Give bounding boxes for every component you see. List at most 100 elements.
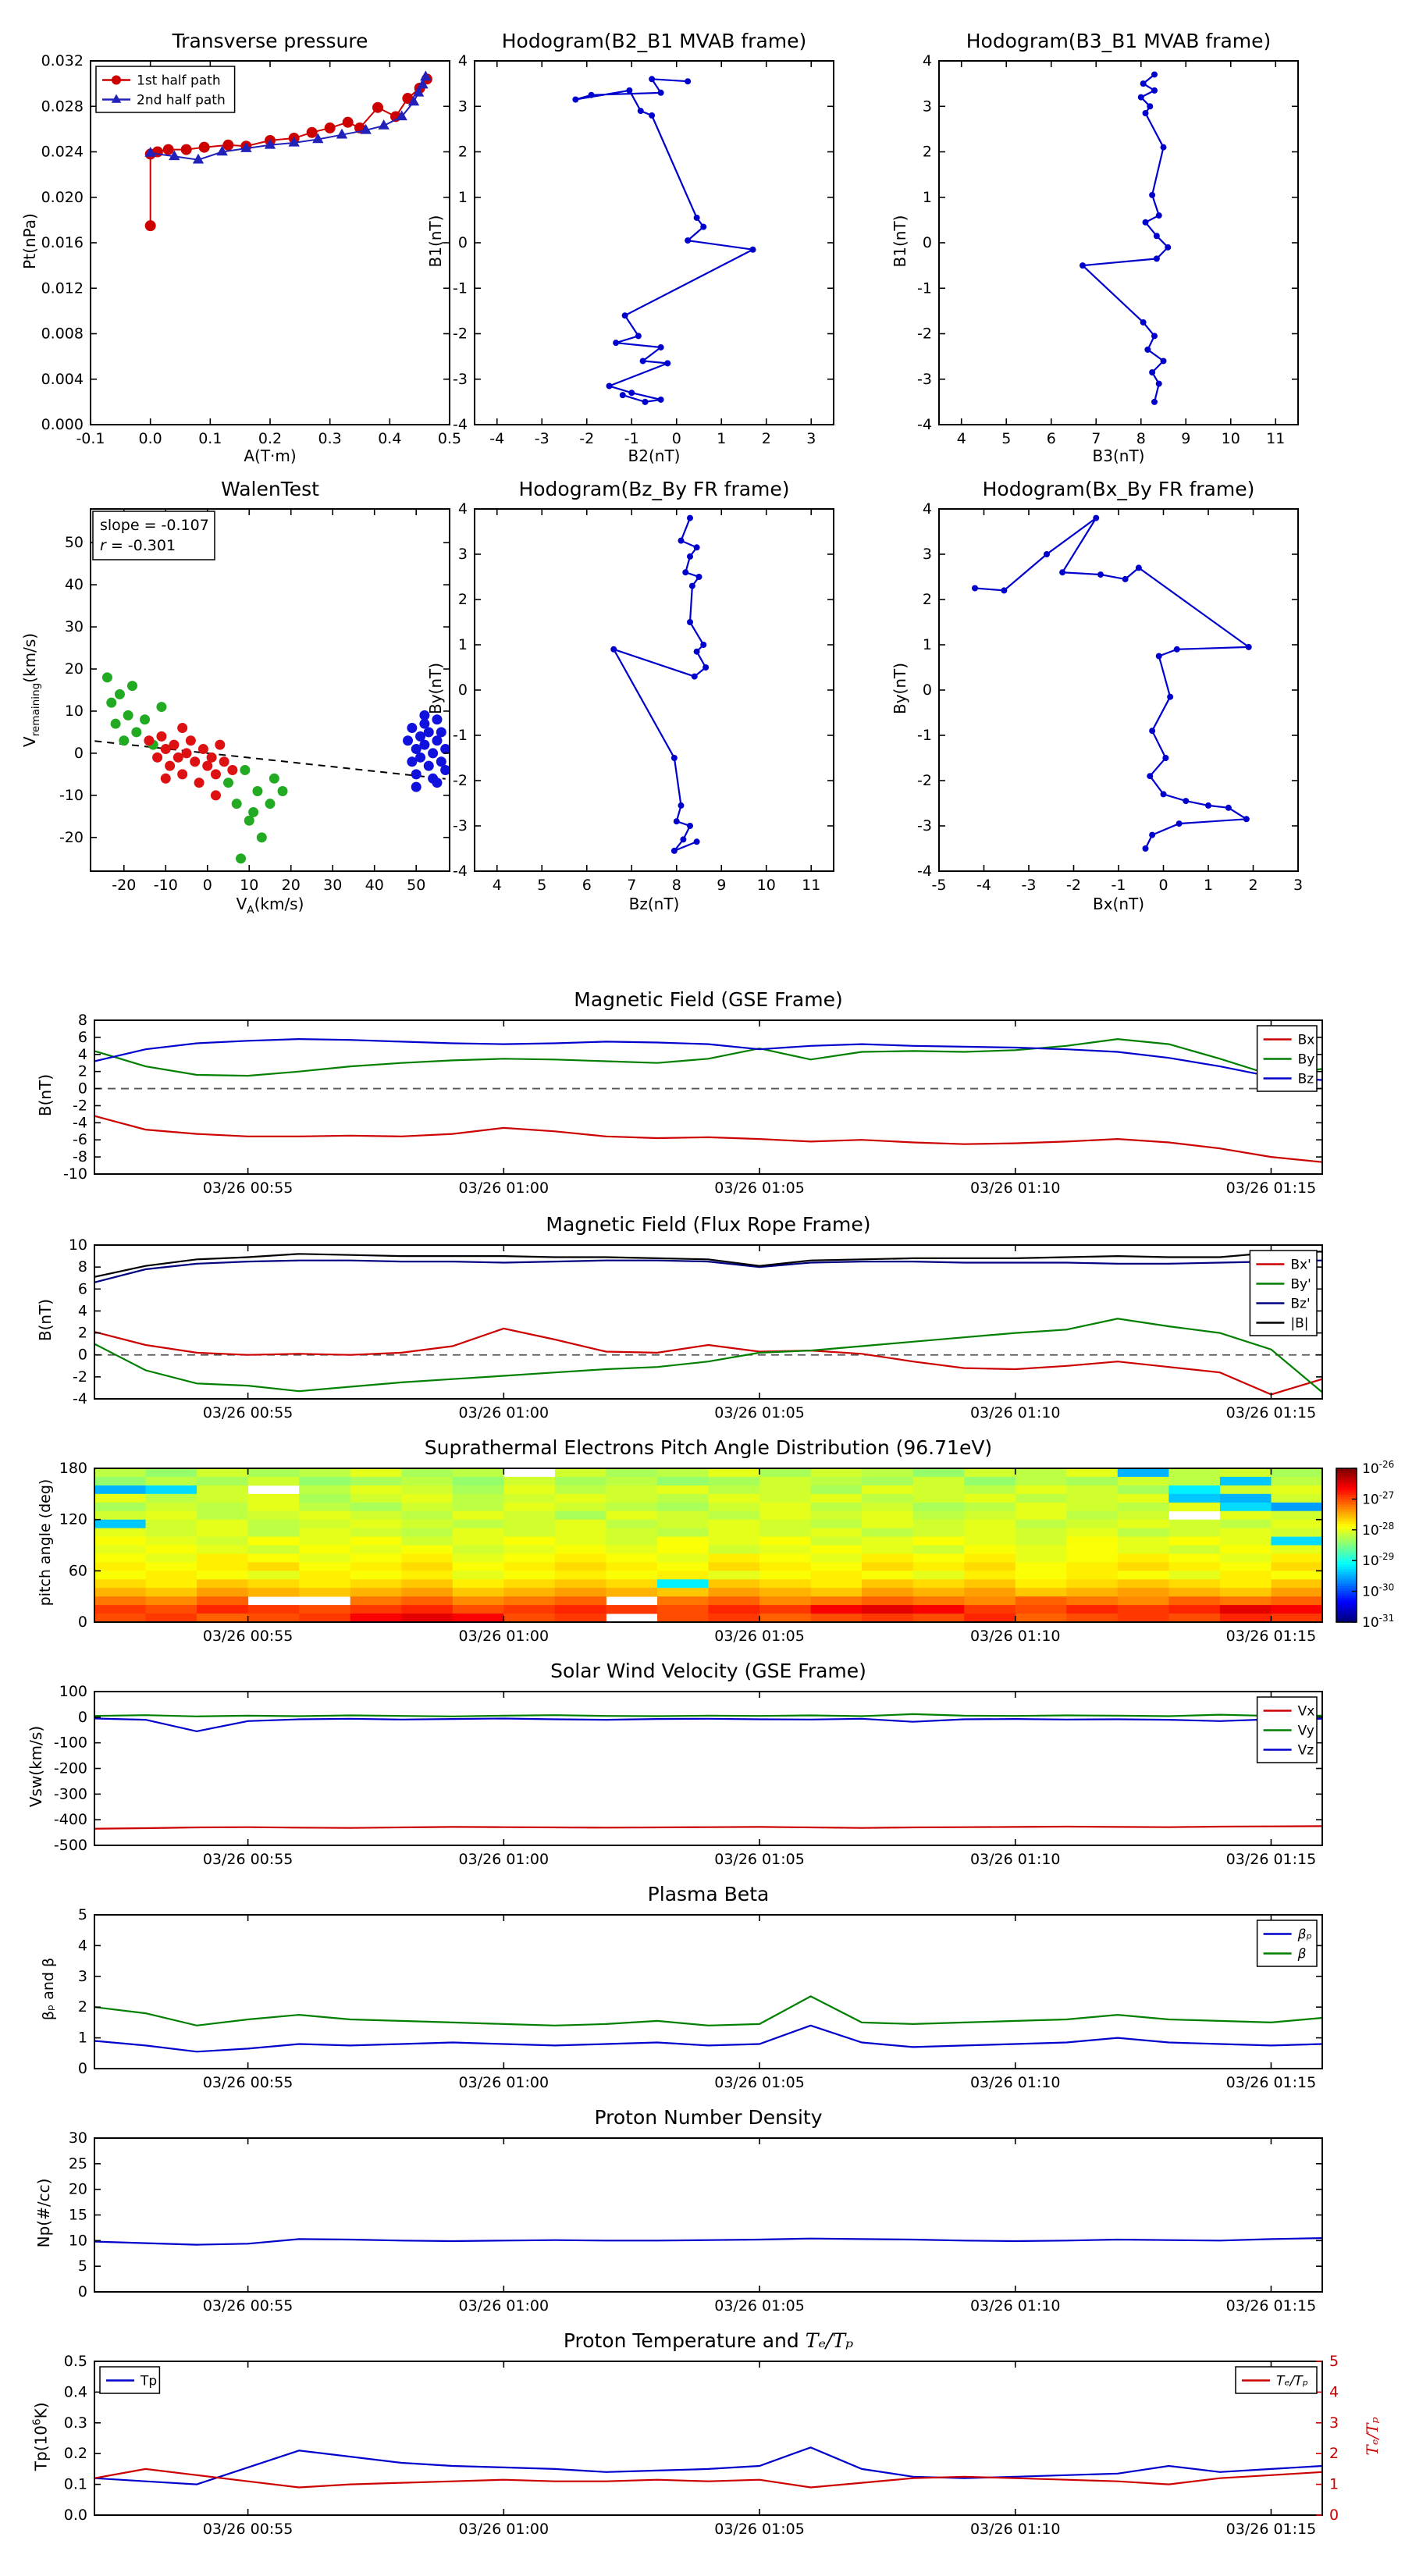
heatmap-cells [94,1468,1323,1623]
marker-dot [695,574,702,580]
marker-circle [114,688,125,699]
y-tick-label: 2 [923,144,932,161]
y-tick-label: 0 [78,2283,87,2300]
xlabel-hodogram-bzby: Bz(nT) [628,895,680,913]
y-tick-label: 60 [69,1562,87,1579]
marker-dot [1225,804,1232,811]
marker-dot [687,823,693,829]
xlabel-hodogram-bxby: Bx(nT) [1092,895,1145,913]
marker-dot [685,237,692,244]
marker-dot [688,582,695,589]
marker-triangle [240,142,252,152]
marker-circle [156,731,167,742]
ylabel-np: Np(#/cc) [34,2178,53,2248]
marker-dot [1142,109,1149,116]
marker-dot [1160,144,1167,151]
legend-vsw-0: Vx Vy Vz [1256,1696,1318,1763]
x-tick-label: 03/26 01:00 [459,1851,550,1868]
marker-circle [440,765,451,776]
marker-circle [411,744,422,755]
ylabel-transverse-pressure: Pt(nPa) [20,213,39,269]
marker-dot [635,333,642,340]
y-tick-label: -1 [917,727,932,744]
marker-dot [1173,646,1180,653]
marker-circle [169,739,180,750]
marker-circle [110,718,121,729]
marker-circle [177,769,188,780]
marker-circle [119,735,130,746]
y-tick-label: -6 [73,1131,87,1148]
y-tick-label: 180 [59,1460,87,1477]
x-tick-label: 8 [1136,430,1146,447]
marker-circle [248,806,259,817]
y-right-tick-label: 2 [1329,2445,1339,2462]
series-Vy [94,1713,1323,1717]
marker-circle [177,723,188,734]
y-tick-label: 25 [69,2155,87,2172]
chart-np: 03/26 00:55 03/26 01:00 03/26 01:05 03/26 0… [69,2129,1323,2314]
marker-dot [1142,845,1149,852]
marker-dot [639,358,646,365]
marker-dot [693,214,700,221]
title-hodogram-bzby: Hodogram(Bz_By FR frame) [518,478,790,500]
marker-dot [693,544,700,551]
marker-circle [162,144,174,155]
x-tick-label: 0.0 [139,430,162,447]
legend-label: Bz' [1290,1297,1310,1312]
title-b-gse: Magnetic Field (GSE Frame) [574,988,843,1011]
x-tick-label: 03/26 01:15 [1226,1628,1317,1645]
marker-triangle [144,146,156,157]
y-tick-label: 0.0 [64,2507,87,2524]
ylabel-tp-left: Tp(106K) [31,2343,51,2530]
chart-b_gse: 03/26 00:55 03/26 01:00 03/26 01:05 03/26 0… [63,1012,1323,1197]
marker-circle [419,739,430,750]
axes-box [94,2361,1323,2516]
marker-dot [1142,219,1149,226]
marker-circle [342,116,354,128]
marker-dot [678,537,685,544]
ylabel-hodogram-bzby: By(nT) [426,662,445,715]
marker-circle [403,735,414,746]
y-tick-label: 20 [65,660,84,678]
y-tick-label: 1 [923,636,932,653]
marker-dot [1183,798,1190,805]
marker-dot [1151,71,1158,78]
x-tick-label: 0 [672,430,681,447]
x-tick-label: 03/26 00:55 [203,2297,293,2314]
marker-circle [277,785,288,796]
x-tick-label: 10 [1222,430,1240,447]
title-beta: Plasma Beta [647,1883,770,1905]
y-tick-label: 0.4 [64,2383,87,2400]
x-tick-label: -1 [624,430,639,447]
x-tick-label: 8 [672,877,681,894]
x-tick-label: -4 [489,430,504,447]
marker-dot [1153,255,1160,262]
chart-hodogram_bzby: 4 5 6 7 8 9 10 11 -4 -3 -2 -1 0 1 2 3 4 [453,500,834,894]
y-tick-label: -300 [54,1785,87,1802]
y-tick-label: 0.028 [41,98,84,115]
y-tick-label: -100 [54,1735,87,1752]
legend-tp-0: Tp [99,2366,161,2394]
y-tick-label: 4 [923,52,932,69]
x-tick-label: 30 [323,877,342,894]
x-tick-label: 5 [1001,430,1011,447]
x-tick-label: 03/26 01:15 [1226,2074,1317,2091]
marker-circle [419,718,430,729]
x-tick-label: 0.5 [438,430,461,447]
y-tick-label: 0.3 [64,2414,87,2432]
marker-circle [140,714,151,725]
marker-circle [440,744,451,755]
chart-tp: 03/26 00:55 03/26 01:00 03/26 01:05 03/26 0… [64,2353,1339,2538]
marker-dot [1122,575,1129,582]
title-pad: Suprathermal Electrons Pitch Angle Distr… [424,1436,993,1459]
y-tick-label: -3 [917,817,932,834]
title-np: Proton Number Density [594,2106,823,2129]
marker-circle [419,710,430,720]
x-tick-label: 9 [1181,430,1190,447]
marker-dot [1147,773,1154,780]
y-tick-label: 0.032 [41,52,84,69]
title-walen-test: WalenTest [221,478,319,500]
chart-hodogram_b2b1: -4 -3 -2 -1 0 1 2 3 -4 -3 -2 -1 0 1 2 3 4 [453,52,834,447]
marker-dot [972,585,978,592]
marker-circle [436,727,446,738]
